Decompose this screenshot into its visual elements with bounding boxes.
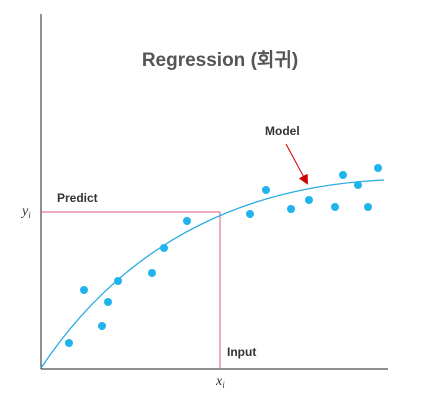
data-point: [246, 210, 254, 218]
x-sub: i: [222, 380, 225, 390]
data-point: [65, 339, 73, 347]
data-point: [374, 164, 382, 172]
data-point: [98, 322, 106, 330]
data-point: [287, 205, 295, 213]
data-point: [364, 203, 372, 211]
data-point: [183, 217, 191, 225]
data-point: [305, 196, 313, 204]
y-sub: i: [28, 210, 31, 220]
data-point: [80, 286, 88, 294]
model-curve: [40, 179, 385, 369]
model-label: Model: [265, 124, 300, 138]
data-point: [339, 171, 347, 179]
model-arrow: [285, 143, 308, 185]
data-point: [104, 298, 112, 306]
input-label: Input: [227, 345, 256, 359]
x-var: x: [215, 374, 223, 389]
data-point: [262, 186, 270, 194]
data-point: [114, 277, 122, 285]
diagram-title: Regression (회귀): [142, 49, 298, 71]
data-point: [148, 269, 156, 277]
data-points: [65, 164, 382, 347]
predict-label: Predict: [57, 191, 98, 205]
data-point: [331, 203, 339, 211]
y-var: y: [20, 204, 29, 219]
x-axis-value-label: xi: [215, 374, 225, 390]
data-point: [160, 244, 168, 252]
data-point: [354, 181, 362, 189]
y-axis-value-label: yi: [20, 204, 31, 220]
